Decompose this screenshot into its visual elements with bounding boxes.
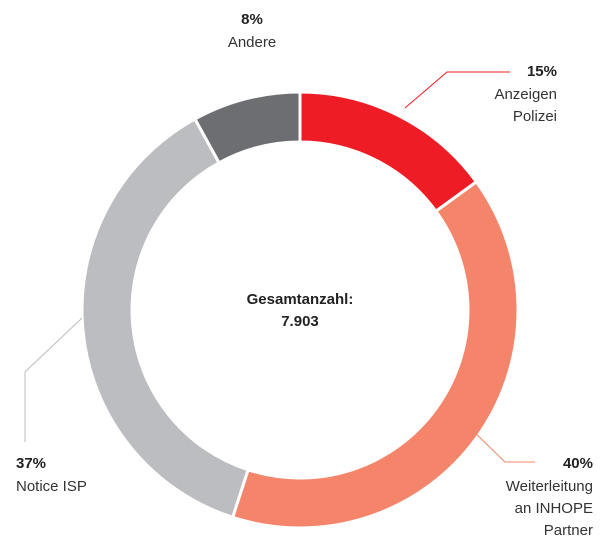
category-label: Partner xyxy=(544,522,593,539)
donut-segment xyxy=(80,116,250,520)
value-label: 40% xyxy=(563,455,593,472)
leader-line xyxy=(24,317,83,442)
donut-segment xyxy=(298,90,479,214)
category-label: Anzeigen xyxy=(494,86,557,103)
donut-segment xyxy=(192,90,302,165)
category-label: Weiterleitung xyxy=(506,478,593,495)
category-label: an INHOPE xyxy=(515,500,593,517)
value-label: 8% xyxy=(241,11,263,28)
category-label: Polizei xyxy=(513,108,557,125)
center-title: Gesamtanzahl: xyxy=(247,291,354,308)
donut-segment xyxy=(230,179,520,530)
value-label: 15% xyxy=(527,63,557,80)
value-label: 37% xyxy=(16,455,46,472)
center-value: 7.903 xyxy=(281,313,319,330)
category-label: Notice ISP xyxy=(16,478,87,495)
leader-line xyxy=(469,427,535,463)
leader-line xyxy=(404,71,510,109)
category-label: Andere xyxy=(228,34,276,51)
